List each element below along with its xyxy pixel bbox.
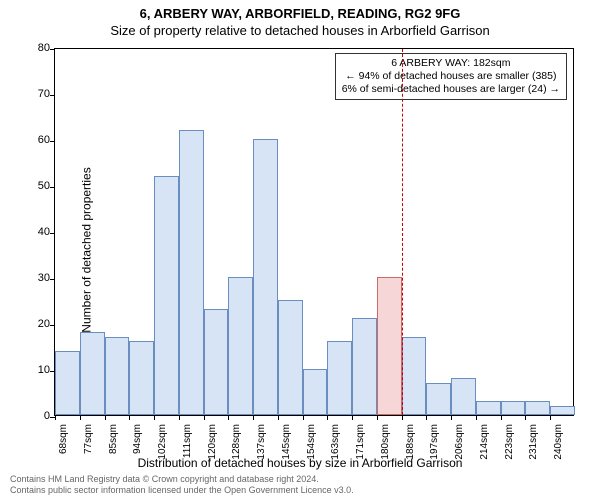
bar xyxy=(451,378,476,415)
ytick-label: 70 xyxy=(20,88,50,100)
bar xyxy=(80,332,105,415)
bar xyxy=(303,369,328,415)
ytick-label: 50 xyxy=(20,180,50,192)
bar xyxy=(377,277,402,415)
ytick-label: 30 xyxy=(20,272,50,284)
ytick-mark xyxy=(50,279,55,280)
x-axis-label: Distribution of detached houses by size … xyxy=(0,456,600,470)
bar xyxy=(525,401,550,415)
ytick-mark xyxy=(50,49,55,50)
bar xyxy=(426,383,451,415)
y-ticks: 01020304050607080 xyxy=(20,48,54,416)
page-subtitle: Size of property relative to detached ho… xyxy=(0,21,600,38)
footer-line1: Contains HM Land Registry data © Crown c… xyxy=(10,474,354,485)
ytick-label: 80 xyxy=(20,42,50,54)
bar xyxy=(550,406,575,415)
bar xyxy=(204,309,229,415)
ytick-mark xyxy=(50,233,55,234)
annotation-line3: 6% of semi-detached houses are larger (2… xyxy=(342,83,560,96)
ytick-mark xyxy=(50,95,55,96)
plot-area: 6 ARBERY WAY: 182sqm ← 94% of detached h… xyxy=(54,48,574,416)
annotation-box: 6 ARBERY WAY: 182sqm ← 94% of detached h… xyxy=(335,53,567,100)
ytick-label: 60 xyxy=(20,134,50,146)
bar xyxy=(253,139,278,415)
attribution-footer: Contains HM Land Registry data © Crown c… xyxy=(10,474,354,496)
bar xyxy=(501,401,526,415)
bar xyxy=(402,337,427,415)
bar xyxy=(105,337,130,415)
bar xyxy=(154,176,179,415)
footer-line2: Contains public sector information licen… xyxy=(10,485,354,496)
bar xyxy=(352,318,377,415)
plot-wrap: 01020304050607080 6 ARBERY WAY: 182sqm ←… xyxy=(54,48,574,416)
bar xyxy=(327,341,352,415)
bar xyxy=(55,351,80,415)
ytick-label: 0 xyxy=(20,410,50,422)
bar xyxy=(278,300,303,415)
ytick-label: 20 xyxy=(20,318,50,330)
ytick-mark xyxy=(50,325,55,326)
bar xyxy=(476,401,501,415)
chart-container: 6, ARBERY WAY, ARBORFIELD, READING, RG2 … xyxy=(0,0,600,500)
ytick-label: 40 xyxy=(20,226,50,238)
ytick-label: 10 xyxy=(20,364,50,376)
annotation-line1: 6 ARBERY WAY: 182sqm xyxy=(342,57,560,70)
marker-line xyxy=(402,49,403,415)
ytick-mark xyxy=(50,141,55,142)
annotation-line2: ← 94% of detached houses are smaller (38… xyxy=(342,70,560,83)
bar xyxy=(129,341,154,415)
bar xyxy=(179,130,204,415)
ytick-mark xyxy=(50,371,55,372)
ytick-mark xyxy=(50,187,55,188)
bar xyxy=(228,277,253,415)
page-title: 6, ARBERY WAY, ARBORFIELD, READING, RG2 … xyxy=(0,0,600,21)
